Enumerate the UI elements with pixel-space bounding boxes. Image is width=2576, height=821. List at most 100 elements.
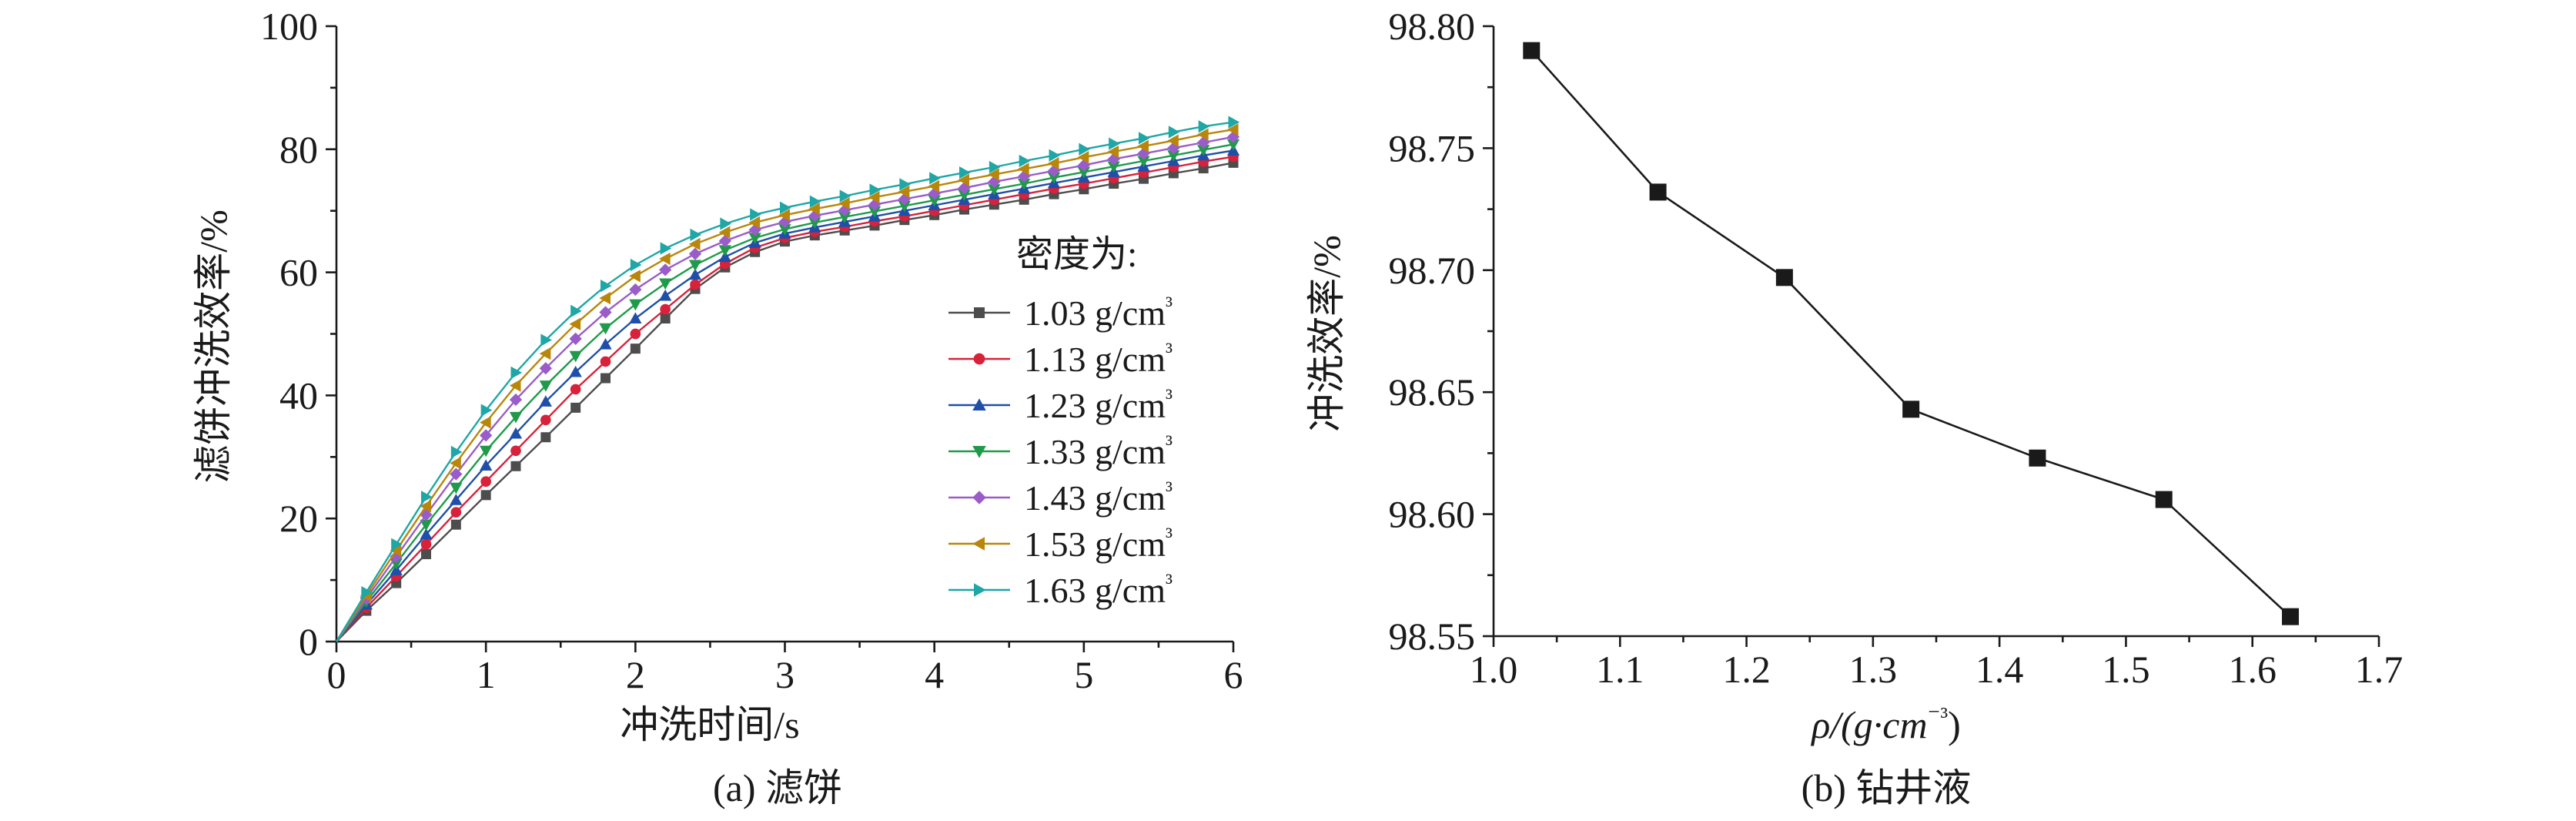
data-point <box>1139 132 1150 145</box>
data-point <box>868 190 880 204</box>
data-point <box>838 212 851 223</box>
data-point <box>1649 183 1667 201</box>
data-point <box>660 242 672 255</box>
x-tick-label: 2 <box>626 653 645 696</box>
data-point <box>630 328 641 340</box>
data-point <box>480 416 491 429</box>
data-point <box>958 189 971 202</box>
y-tick-label: 40 <box>279 374 318 417</box>
legend-label: 1.33 g/cm³ <box>1024 431 1173 472</box>
panel-a-legend: 密度为: 1.03 g/cm³ 1.13 g/cm³ 1.23 g/cm³ 1.33 … <box>948 234 1173 610</box>
x-tick-label: 5 <box>1074 653 1093 696</box>
data-point <box>540 432 551 443</box>
x-tick-label: 1.2 <box>1722 648 1771 691</box>
legend-item-1: 1.03 g/cm³ <box>948 293 1173 333</box>
data-point <box>629 299 642 311</box>
data-point <box>928 195 941 207</box>
panel-a-series <box>335 116 1240 642</box>
data-point <box>450 482 463 494</box>
data-point <box>539 362 552 375</box>
data-point <box>510 445 521 457</box>
data-point <box>599 337 612 350</box>
data-point <box>809 195 821 208</box>
data-point <box>480 476 491 488</box>
data-point <box>838 196 850 210</box>
data-point <box>1047 173 1061 184</box>
panel-b-y-axis-label: 冲洗效率/% <box>1305 235 1348 432</box>
legend-swatch-marker <box>972 537 985 551</box>
x-tick-label: 1.0 <box>1470 648 1518 691</box>
y-tick-label: 80 <box>279 128 318 171</box>
data-point <box>720 217 731 230</box>
panel-b-axes <box>1492 26 2379 638</box>
data-point <box>1168 126 1180 139</box>
data-point <box>778 209 790 222</box>
panel-b-caption: (b) 钻井液 <box>1802 766 1972 809</box>
data-point <box>509 379 521 392</box>
data-point <box>600 356 611 367</box>
data-point <box>630 258 642 272</box>
legend-label: 1.13 g/cm³ <box>1024 339 1173 380</box>
data-point <box>569 365 582 377</box>
data-point <box>1137 156 1150 168</box>
legend-item-5: 1.43 g/cm³ <box>948 478 1173 518</box>
data-point <box>540 414 551 426</box>
data-point <box>599 306 612 319</box>
data-point <box>690 279 701 290</box>
y-tick-label: 98.60 <box>1389 493 1476 536</box>
data-point <box>480 459 493 471</box>
data-point <box>421 549 431 560</box>
y-tick-label: 20 <box>279 497 318 540</box>
data-point <box>1902 400 1920 418</box>
legend-swatch-marker <box>972 491 986 504</box>
data-point <box>898 193 911 206</box>
data-point <box>480 445 493 457</box>
data-point <box>780 201 791 214</box>
data-point <box>1775 269 1793 287</box>
data-point <box>1018 163 1029 176</box>
data-point <box>1077 151 1089 164</box>
legend-item-6: 1.53 g/cm³ <box>948 524 1173 564</box>
data-point <box>808 203 820 216</box>
data-point <box>480 404 493 417</box>
data-point <box>630 343 641 354</box>
data-point <box>928 179 940 193</box>
legend-label: 1.63 g/cm³ <box>1024 570 1173 611</box>
data-point <box>778 224 791 236</box>
data-point <box>929 172 941 185</box>
data-point <box>450 467 463 481</box>
legend-title: 密度为: <box>1016 234 1137 275</box>
data-point <box>718 226 731 239</box>
data-point <box>1226 123 1239 136</box>
data-point <box>1109 137 1120 150</box>
x-tick-label: 3 <box>775 653 795 696</box>
data-point <box>420 538 432 550</box>
y-tick-label: 98.65 <box>1389 370 1476 414</box>
data-point <box>1197 145 1210 156</box>
data-point <box>569 332 582 346</box>
x-tick-label: 1 <box>477 653 496 696</box>
data-point <box>539 395 552 407</box>
x-tick-label: 1.3 <box>1849 648 1898 691</box>
x-tick-label: 1.7 <box>2355 648 2404 691</box>
data-point <box>989 160 1001 174</box>
data-point <box>569 317 581 330</box>
data-point <box>510 461 521 471</box>
y-tick-label: 98.55 <box>1389 615 1476 658</box>
data-point <box>688 268 702 280</box>
legend-item-3: 1.23 g/cm³ <box>948 385 1173 425</box>
data-point <box>1167 134 1179 147</box>
data-point <box>629 283 642 297</box>
data-point <box>1107 161 1120 173</box>
data-point <box>601 280 612 293</box>
data-point <box>629 270 641 283</box>
data-point <box>958 173 969 186</box>
data-point <box>659 252 671 266</box>
data-point <box>899 178 911 191</box>
data-point <box>718 234 731 247</box>
data-point <box>750 208 761 221</box>
data-point <box>1167 150 1180 162</box>
